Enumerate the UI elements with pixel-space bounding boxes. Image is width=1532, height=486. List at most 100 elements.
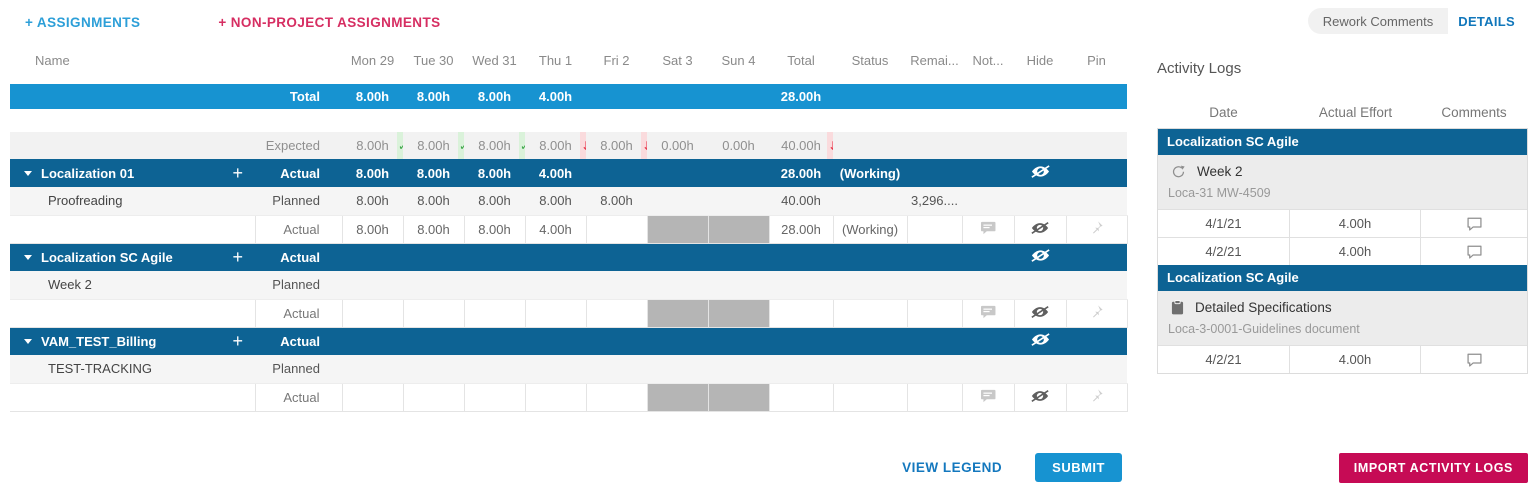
activity-logs-table: Localization SC Agile Week 2 Loca-31 MW-… (1157, 128, 1528, 374)
expected-fri: 8.00h (586, 132, 647, 159)
note-icon[interactable] (980, 305, 996, 319)
task-actual-row: Actual 8.00h 8.00h 8.00h 4.00h 28.00h (W… (10, 214, 1128, 244)
pin-icon[interactable] (1089, 388, 1104, 403)
col-header-notes: Not... (962, 45, 1014, 75)
arrow-down-icon (580, 132, 586, 159)
project-group-row: Localization 01 Actual 8.00h 8.00h 8.00h… (10, 159, 1127, 187)
activity-logs-panel: Activity Logs Date Actual Effort Comment… (1157, 60, 1528, 374)
activity-entry-row: 4/2/21 4.00h (1158, 345, 1527, 373)
add-icon[interactable] (232, 164, 249, 182)
total-week: 28.00h (769, 84, 833, 109)
actual-hours-cell[interactable] (463, 382, 526, 412)
actual-hours-cell[interactable] (585, 298, 648, 328)
project-name: VAM_TEST_Billing (41, 333, 157, 349)
details-tab[interactable]: DETAILS (1448, 8, 1527, 34)
note-icon[interactable] (980, 221, 996, 235)
col-header-comments: Comments (1441, 105, 1507, 120)
add-icon[interactable] (232, 332, 249, 350)
activity-task-reference: Loca-3-0001-Guidelines document (1168, 322, 1360, 336)
remaining-hours: 3,296.... (907, 187, 962, 216)
grid-footer: VIEW LEGEND SUBMIT (10, 453, 1122, 482)
add-assignments-link[interactable]: + ASSIGNMENTS (25, 15, 141, 30)
activity-logs-column-headers: Date Actual Effort Comments (1157, 105, 1528, 120)
pin-icon[interactable] (1089, 220, 1104, 235)
import-activity-logs-button[interactable]: IMPORT ACTIVITY LOGS (1338, 453, 1528, 483)
total-thu: 4.00h (525, 84, 586, 109)
col-header-thu: Thu 1 (525, 45, 586, 75)
group-actual-label: Actual (255, 159, 342, 187)
activity-task-name: Detailed Specifications (1195, 300, 1332, 315)
entry-date: 4/2/21 (1158, 346, 1290, 373)
actual-hours-cell[interactable]: 8.00h (402, 214, 465, 244)
disabled-day-cell (646, 382, 709, 412)
expected-thu: 8.00h (525, 132, 586, 159)
activity-task-info: Week 2 Loca-31 MW-4509 (1158, 155, 1527, 209)
actual-hours-cell[interactable] (585, 382, 648, 412)
expected-mon: 8.00h (342, 132, 403, 159)
project-name: Localization 01 (41, 165, 135, 181)
expected-wed: 8.00h (464, 132, 525, 159)
actual-hours-cell[interactable] (341, 382, 404, 412)
submit-button[interactable]: SUBMIT (1035, 453, 1122, 482)
column-header-row: Name Mon 29 Tue 30 Wed 31 Thu 1 Fri 2 Sa… (10, 45, 1127, 75)
recurring-task-icon (1171, 164, 1186, 179)
actual-hours-cell[interactable] (402, 298, 465, 328)
total-row: Total 8.00h 8.00h 8.00h 4.00h 28.00h (10, 84, 1127, 109)
task-name: TEST-TRACKING (10, 355, 255, 384)
actual-hours-cell[interactable] (585, 214, 648, 244)
disabled-day-cell (707, 298, 770, 328)
eye-slash-icon[interactable] (1031, 389, 1049, 403)
col-header-tue: Tue 30 (403, 45, 464, 75)
clipboard-icon (1171, 300, 1184, 315)
check-icon (458, 132, 464, 159)
col-header-actual-effort: Actual Effort (1318, 105, 1393, 120)
arrow-down-icon (641, 132, 647, 159)
collapse-icon[interactable] (24, 170, 32, 176)
activity-task-info: Detailed Specifications Loca-3-0001-Guid… (1158, 291, 1527, 345)
activity-entry-row: 4/1/21 4.00h (1158, 209, 1527, 237)
actual-hours-cell[interactable]: 4.00h (524, 214, 587, 244)
project-name: Localization SC Agile (41, 249, 173, 265)
actual-hours-cell[interactable] (524, 298, 587, 328)
actual-hours-cell[interactable] (402, 382, 465, 412)
eye-slash-icon[interactable] (1030, 248, 1050, 263)
actual-hours-cell[interactable]: 8.00h (463, 214, 526, 244)
actual-hours-cell[interactable] (341, 298, 404, 328)
actual-hours-cell[interactable] (463, 298, 526, 328)
actual-hours-cell[interactable] (524, 382, 587, 412)
entry-date: 4/1/21 (1158, 210, 1290, 237)
comment-icon[interactable] (1466, 245, 1483, 259)
actual-hours-cell[interactable]: 8.00h (341, 214, 404, 244)
eye-slash-icon[interactable] (1030, 164, 1050, 179)
eye-slash-icon[interactable] (1030, 332, 1050, 347)
disabled-day-cell (707, 214, 770, 244)
total-row-label: Total (255, 84, 342, 109)
view-legend-link[interactable]: VIEW LEGEND (902, 460, 1003, 475)
activity-task-reference: Loca-31 MW-4509 (1168, 186, 1271, 200)
total-wed: 8.00h (464, 84, 525, 109)
entry-effort: 4.00h (1290, 346, 1421, 373)
eye-slash-icon[interactable] (1031, 221, 1049, 235)
timesheet-grid: Name Mon 29 Tue 30 Wed 31 Thu 1 Fri 2 Sa… (10, 45, 1128, 412)
check-icon (397, 132, 403, 159)
add-non-project-assignments-link[interactable]: + NON-PROJECT ASSIGNMENTS (218, 15, 441, 30)
task-planned-row: Week 2 Planned (10, 271, 1127, 300)
collapse-icon[interactable] (24, 254, 32, 260)
col-header-name: Name (10, 45, 255, 75)
rework-comments-tab[interactable]: Rework Comments (1322, 13, 1434, 29)
comment-icon[interactable] (1466, 353, 1483, 367)
col-header-total: Total (769, 45, 833, 75)
task-actual-row: Actual (10, 298, 1128, 328)
disabled-day-cell (707, 382, 770, 412)
pin-icon[interactable] (1089, 304, 1104, 319)
note-icon[interactable] (980, 389, 996, 403)
comment-icon[interactable] (1466, 217, 1483, 231)
col-header-sun: Sun 4 (708, 45, 769, 75)
arrow-down-icon (827, 132, 833, 159)
project-group-row: VAM_TEST_Billing Actual (10, 327, 1127, 355)
project-group-row: Localization SC Agile Actual (10, 243, 1127, 271)
col-header-fri: Fri 2 (586, 45, 647, 75)
collapse-icon[interactable] (24, 338, 32, 344)
add-icon[interactable] (232, 248, 249, 266)
eye-slash-icon[interactable] (1031, 305, 1049, 319)
